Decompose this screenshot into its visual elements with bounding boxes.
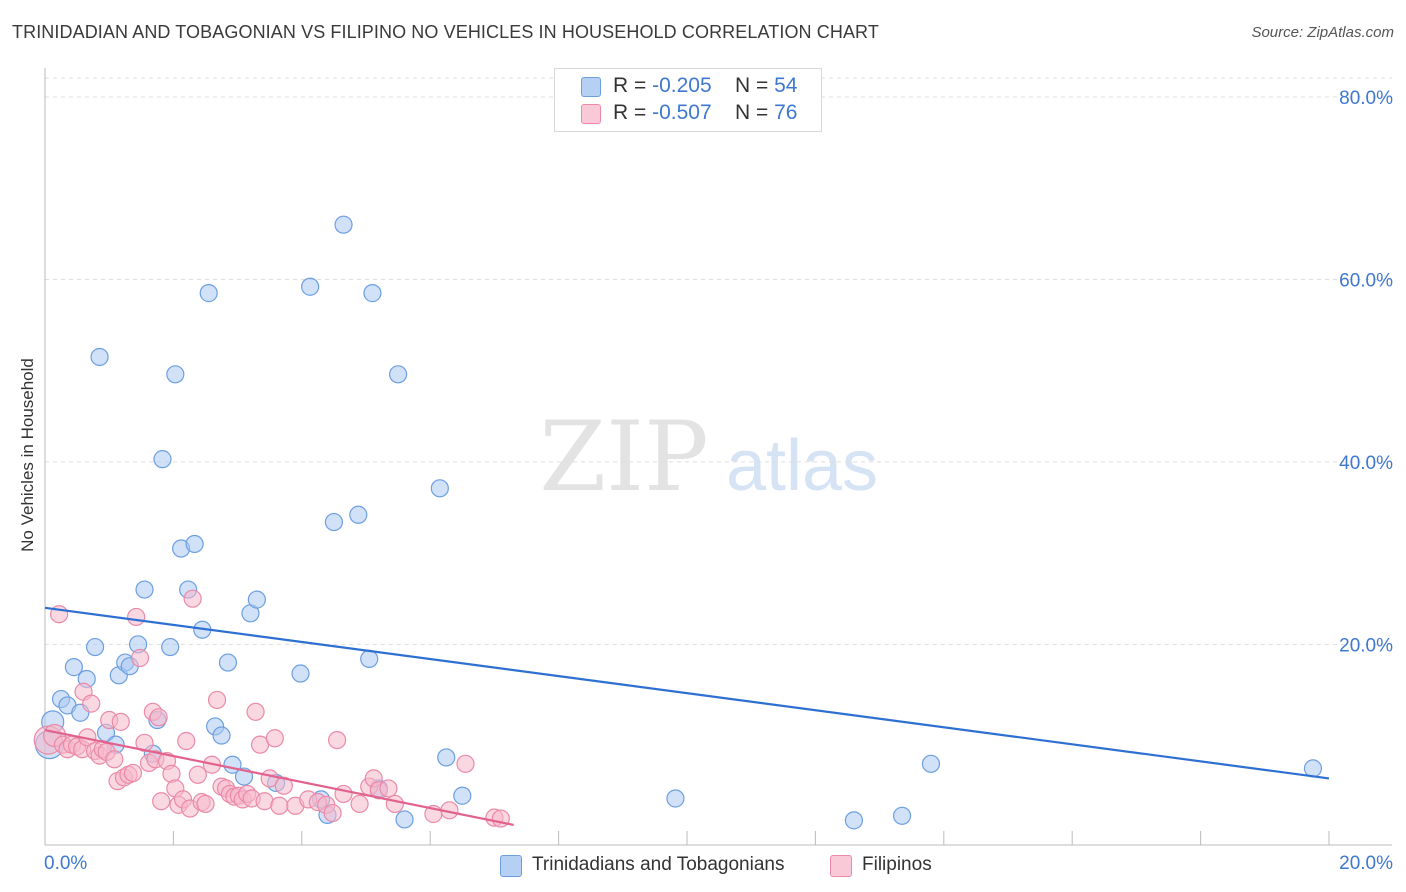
trinidadian-point <box>1303 759 1323 778</box>
trinidadian-point <box>349 505 368 524</box>
trinidadian-point <box>161 637 180 657</box>
correlation-legend: R = -0.205 N = 54 R = -0.507 N = 76 <box>554 68 822 132</box>
trinidadian-point <box>90 347 109 367</box>
filipino-point <box>111 712 130 731</box>
filipino-point <box>379 779 398 798</box>
legend-r-value: -0.507 <box>652 101 712 124</box>
filipino-point <box>196 794 215 814</box>
watermark: ZIP atlas <box>539 401 878 513</box>
trinidadian-point <box>453 786 472 805</box>
filipino-point <box>246 702 265 721</box>
legend-text: R = -0.205 N = 54 <box>613 74 797 98</box>
chart-title: TRINIDADIAN AND TOBAGONIAN VS FILIPINO N… <box>12 22 879 42</box>
filipino-point <box>328 730 347 750</box>
legend-swatch-blue <box>581 77 601 97</box>
filipino-point <box>127 607 146 627</box>
trinidadian-point <box>85 637 105 657</box>
filipino-point <box>130 648 150 668</box>
axes <box>44 68 1392 846</box>
filipino-point <box>456 754 475 773</box>
y-tick-label: 20.0% <box>1339 635 1393 656</box>
watermark-atlas: atlas <box>726 426 878 506</box>
legend-text: R = -0.507 N = 76 <box>613 101 797 125</box>
series-trinidadians-points <box>34 215 1323 830</box>
x-tick-label: 0.0% <box>44 853 87 874</box>
legend-r-value: -0.205 <box>652 74 712 97</box>
trinidadian-point <box>430 479 449 498</box>
filipino-point <box>274 776 293 795</box>
filipino-point <box>265 729 284 748</box>
legend-label-trinidadians: Trinidadians and Tobagonians <box>532 854 785 875</box>
trinidadian-point <box>437 748 456 767</box>
trinidadian-point <box>360 649 379 669</box>
trinidadian-point <box>218 653 238 672</box>
trinidadian-point <box>234 767 254 786</box>
filipino-point <box>82 694 101 713</box>
filipino-point <box>105 750 124 769</box>
trinidadian-point <box>666 789 685 808</box>
source-label: Source: ZipAtlas.com <box>1251 24 1394 41</box>
trinidadian-point <box>389 365 408 384</box>
x-tick-label: 20.0% <box>1339 853 1393 874</box>
trinidadian-point <box>247 590 266 609</box>
trinidadian-point <box>135 580 154 599</box>
legend-n-value: 54 <box>774 74 798 97</box>
filipino-point <box>207 690 227 710</box>
filipino-point <box>188 765 207 784</box>
trinidadian-point <box>291 664 310 683</box>
trinidadian-point <box>212 726 231 745</box>
trinidadian-point <box>334 215 353 234</box>
series-legend: Trinidadians and Tobagonians Filipinos <box>0 850 1406 880</box>
legend-label-filipinos: Filipinos <box>862 854 932 875</box>
filipino-point <box>183 589 202 608</box>
legend-r-label: R = <box>613 74 647 97</box>
filipino-trend-line <box>44 728 514 827</box>
trinidadian-point <box>199 284 218 303</box>
trinidadian-point <box>892 806 912 825</box>
trinidadian-point <box>166 365 185 384</box>
trinidadian-point <box>921 754 941 773</box>
legend-n-value: 76 <box>774 101 798 124</box>
filipino-point <box>385 794 404 814</box>
tick-labels: 20.0% 40.0% 60.0% 80.0% 0.0% 20.0% <box>44 88 1393 874</box>
y-tick-label: 60.0% <box>1339 270 1393 291</box>
series-filipinos-points <box>33 589 510 828</box>
legend-n-label: N = <box>735 101 769 124</box>
filipino-point <box>350 794 369 814</box>
trinidadian-point <box>395 810 414 829</box>
watermark-zip: ZIP <box>539 401 708 513</box>
filipino-point <box>177 731 196 751</box>
filipino-point <box>323 803 342 823</box>
legend-n-label: N = <box>735 74 769 97</box>
legend-swatch-pink <box>581 104 601 124</box>
filipino-point <box>334 784 353 804</box>
filipino-point <box>270 796 289 815</box>
y-tick-label: 40.0% <box>1339 453 1393 474</box>
trinidadian-point <box>185 534 204 554</box>
legend-swatch-pink <box>830 855 852 877</box>
legend-r-label: R = <box>613 101 647 124</box>
filipino-point <box>149 708 168 727</box>
trinidadian-point <box>64 658 83 677</box>
trinidadian-point <box>301 277 320 296</box>
filipino-point <box>123 763 143 783</box>
trend-lines <box>44 606 1330 827</box>
trinidadian-trend-line <box>44 606 1330 780</box>
filipino-point <box>135 733 154 752</box>
trinidadian-point <box>363 284 382 303</box>
trinidadian-point <box>844 811 864 830</box>
gridlines <box>45 77 1392 645</box>
filipino-point <box>152 792 171 811</box>
legend-swatch-blue <box>500 855 522 877</box>
trinidadian-point <box>153 450 172 469</box>
trinidadian-point <box>324 512 343 532</box>
y-tick-label: 80.0% <box>1339 88 1393 109</box>
